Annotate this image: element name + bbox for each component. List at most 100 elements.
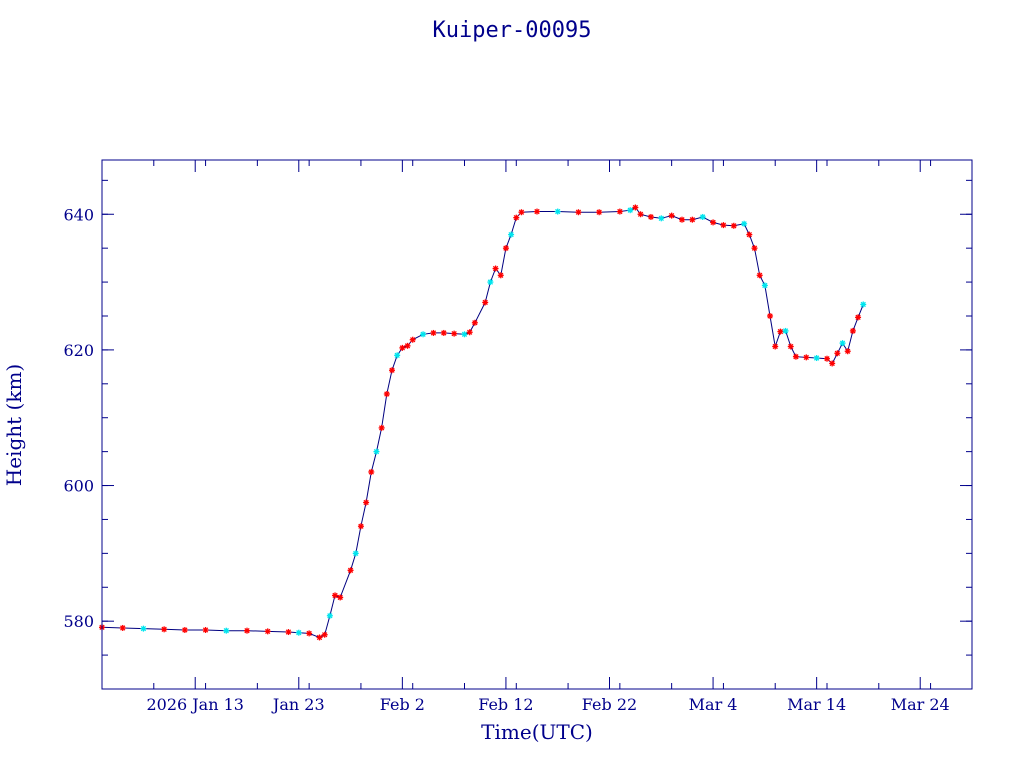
data-point: [689, 216, 696, 223]
y-tick-label: 640: [63, 205, 94, 224]
data-point: [741, 220, 748, 227]
data-point: [440, 329, 447, 336]
data-point: [699, 213, 706, 220]
plot-area: [99, 204, 867, 641]
data-point: [321, 631, 328, 638]
data-point: [844, 348, 851, 355]
data-point: [518, 209, 525, 216]
data-point: [497, 272, 504, 279]
data-point: [451, 330, 458, 337]
y-tick-label: 580: [63, 612, 94, 631]
data-point: [829, 360, 836, 367]
y-tick-label: 620: [63, 341, 94, 360]
axis-ticks: 2026 Jan 13 Jan 23 Feb 2 Feb 12 Feb 22 Mar 4 M…: [63, 160, 972, 714]
data-point: [710, 219, 717, 226]
data-point: [461, 331, 468, 338]
data-point: [373, 448, 380, 455]
x-tick-label: Mar 24: [891, 695, 950, 714]
data-point: [860, 301, 867, 308]
data-point: [824, 355, 830, 362]
data-point: [751, 245, 758, 252]
data-point: [756, 272, 763, 279]
data-point: [466, 329, 473, 336]
y-tick-label: 600: [63, 477, 94, 496]
data-point: [627, 207, 634, 214]
data-point: [596, 209, 603, 216]
data-point: [482, 299, 489, 306]
data-point: [383, 390, 390, 397]
data-point: [772, 343, 779, 350]
data-point: [849, 327, 856, 334]
data-point: [575, 209, 582, 216]
data-point: [782, 327, 789, 334]
data-point: [332, 592, 339, 599]
data-point: [140, 625, 147, 632]
data-point: [389, 367, 395, 374]
x-tick-label: Feb 22: [582, 695, 637, 714]
data-point: [285, 629, 292, 636]
x-axis-label: Time(UTC): [481, 720, 593, 744]
data-point: [471, 319, 478, 326]
data-point: [803, 354, 810, 361]
data-point: [834, 350, 841, 357]
x-tick-label: Mar 4: [689, 695, 738, 714]
data-point: [679, 216, 685, 223]
data-point: [420, 331, 427, 338]
data-point: [513, 214, 520, 221]
data-point: [202, 626, 209, 633]
data-point: [316, 634, 323, 641]
data-point: [777, 328, 784, 335]
data-point: [368, 468, 375, 475]
data-point: [363, 499, 370, 506]
data-point: [337, 594, 344, 601]
data-point: [295, 629, 302, 636]
data-point: [223, 627, 230, 634]
data-point: [534, 208, 540, 215]
data-point: [404, 342, 411, 349]
x-tick-label: Feb 2: [380, 695, 425, 714]
data-point: [244, 627, 250, 634]
chart-title: Kuiper-00095: [433, 18, 592, 43]
x-tick-label: Feb 12: [478, 695, 533, 714]
data-point: [352, 550, 359, 557]
data-point: [839, 340, 846, 347]
data-point: [720, 222, 727, 229]
data-point: [378, 424, 385, 431]
data-point: [161, 626, 168, 633]
data-point: [492, 265, 499, 272]
data-point: [767, 312, 774, 319]
data-point: [761, 282, 768, 289]
data-point: [787, 343, 794, 350]
data-point: [487, 279, 494, 286]
data-point: [502, 245, 509, 252]
series-line: [101, 206, 864, 639]
data-point: [409, 336, 416, 343]
data-point: [668, 212, 675, 219]
data-point: [430, 329, 437, 336]
x-tick-label: Mar 14: [787, 695, 846, 714]
data-point: [119, 624, 126, 631]
data-point: [730, 222, 737, 229]
data-point: [813, 355, 820, 362]
y-axis-label: Height (km): [2, 364, 26, 486]
data-point: [181, 626, 188, 633]
data-point: [508, 231, 515, 238]
data-point: [306, 630, 313, 637]
data-point: [632, 204, 639, 211]
data-point: [658, 215, 665, 222]
data-point: [554, 208, 561, 215]
data-point: [616, 208, 623, 215]
data-point: [394, 352, 401, 359]
x-tick-label: 2026 Jan 13: [146, 695, 244, 714]
data-point: [326, 612, 333, 619]
x-tick-label: Jan 23: [271, 695, 325, 714]
data-point: [746, 231, 753, 238]
data-point: [264, 628, 271, 635]
data-point: [792, 353, 799, 360]
data-point: [855, 314, 862, 321]
data-point: [357, 523, 364, 530]
data-point: [637, 211, 644, 218]
plot-frame: [101, 159, 973, 690]
data-point: [399, 344, 406, 351]
